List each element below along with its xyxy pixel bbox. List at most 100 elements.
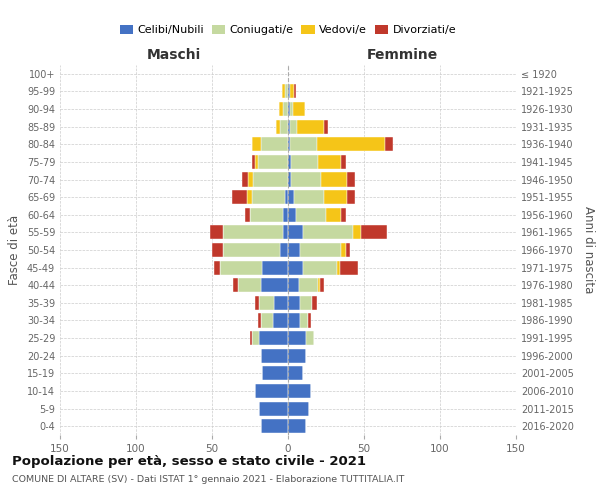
Bar <box>288 260 303 274</box>
Bar <box>300 314 308 328</box>
Bar <box>232 190 247 204</box>
Bar <box>254 296 259 310</box>
Bar <box>290 120 297 134</box>
Bar <box>285 84 288 98</box>
Bar <box>248 172 253 186</box>
Bar <box>288 366 303 380</box>
Bar <box>290 102 293 116</box>
Bar <box>254 384 288 398</box>
Bar <box>291 172 322 186</box>
Bar <box>288 296 300 310</box>
Bar <box>297 120 325 134</box>
Bar <box>322 172 347 186</box>
Legend: Celibi/Nubili, Coniugati/e, Vedovi/e, Divorziati/e: Celibi/Nubili, Coniugati/e, Vedovi/e, Di… <box>115 20 461 40</box>
Bar <box>319 278 320 292</box>
Bar <box>259 331 288 345</box>
Bar <box>251 137 260 152</box>
Bar <box>347 172 355 186</box>
Bar <box>288 84 290 98</box>
Bar <box>385 137 393 152</box>
Bar <box>341 155 346 169</box>
Bar <box>262 260 288 274</box>
Bar <box>212 243 223 257</box>
Bar <box>291 155 319 169</box>
Bar <box>288 348 306 363</box>
Bar <box>288 402 309 415</box>
Bar <box>283 102 288 116</box>
Bar <box>211 226 223 239</box>
Bar <box>288 190 294 204</box>
Bar <box>251 331 259 345</box>
Bar <box>251 155 254 169</box>
Text: Popolazione per età, sesso e stato civile - 2021: Popolazione per età, sesso e stato civil… <box>12 455 366 468</box>
Bar <box>290 137 317 152</box>
Bar <box>214 260 220 274</box>
Bar <box>319 155 341 169</box>
Bar <box>257 155 288 169</box>
Bar <box>293 102 305 116</box>
Bar <box>259 402 288 415</box>
Bar <box>341 243 346 257</box>
Bar <box>282 84 285 98</box>
Bar <box>337 260 340 274</box>
Bar <box>288 384 311 398</box>
Bar <box>361 226 387 239</box>
Text: Femmine: Femmine <box>367 48 437 62</box>
Bar <box>341 208 346 222</box>
Bar <box>290 84 294 98</box>
Bar <box>288 314 300 328</box>
Bar <box>280 120 288 134</box>
Bar <box>325 120 328 134</box>
Bar <box>288 102 290 116</box>
Bar <box>285 190 288 204</box>
Bar <box>288 155 291 169</box>
Bar <box>260 419 288 433</box>
Bar <box>308 314 311 328</box>
Bar <box>296 208 326 222</box>
Bar <box>283 208 288 222</box>
Bar <box>288 331 306 345</box>
Bar <box>300 296 313 310</box>
Bar <box>273 314 288 328</box>
Bar <box>242 172 248 186</box>
Bar <box>260 348 288 363</box>
Bar <box>303 260 337 274</box>
Bar <box>223 243 280 257</box>
Bar <box>262 366 288 380</box>
Bar <box>220 260 262 274</box>
Bar <box>325 190 347 204</box>
Bar <box>250 208 283 222</box>
Bar <box>257 314 260 328</box>
Bar <box>340 260 358 274</box>
Bar <box>294 190 325 204</box>
Bar <box>288 137 290 152</box>
Bar <box>313 296 317 310</box>
Bar <box>353 226 361 239</box>
Bar <box>288 419 306 433</box>
Bar <box>347 190 355 204</box>
Bar <box>306 331 314 345</box>
Bar <box>288 278 299 292</box>
Bar <box>288 226 303 239</box>
Bar <box>294 84 296 98</box>
Bar <box>260 314 273 328</box>
Bar <box>317 137 385 152</box>
Bar <box>288 208 296 222</box>
Bar <box>288 172 291 186</box>
Bar <box>259 296 274 310</box>
Bar <box>303 226 353 239</box>
Bar <box>223 226 283 239</box>
Bar <box>274 296 288 310</box>
Y-axis label: Fasce di età: Fasce di età <box>8 215 21 285</box>
Bar <box>288 120 290 134</box>
Bar <box>346 243 350 257</box>
Bar <box>320 278 325 292</box>
Bar <box>326 208 341 222</box>
Bar <box>283 226 288 239</box>
Bar <box>250 331 251 345</box>
Bar <box>254 155 257 169</box>
Bar <box>233 278 238 292</box>
Bar <box>299 278 319 292</box>
Y-axis label: Anni di nascita: Anni di nascita <box>581 206 595 294</box>
Bar <box>276 120 280 134</box>
